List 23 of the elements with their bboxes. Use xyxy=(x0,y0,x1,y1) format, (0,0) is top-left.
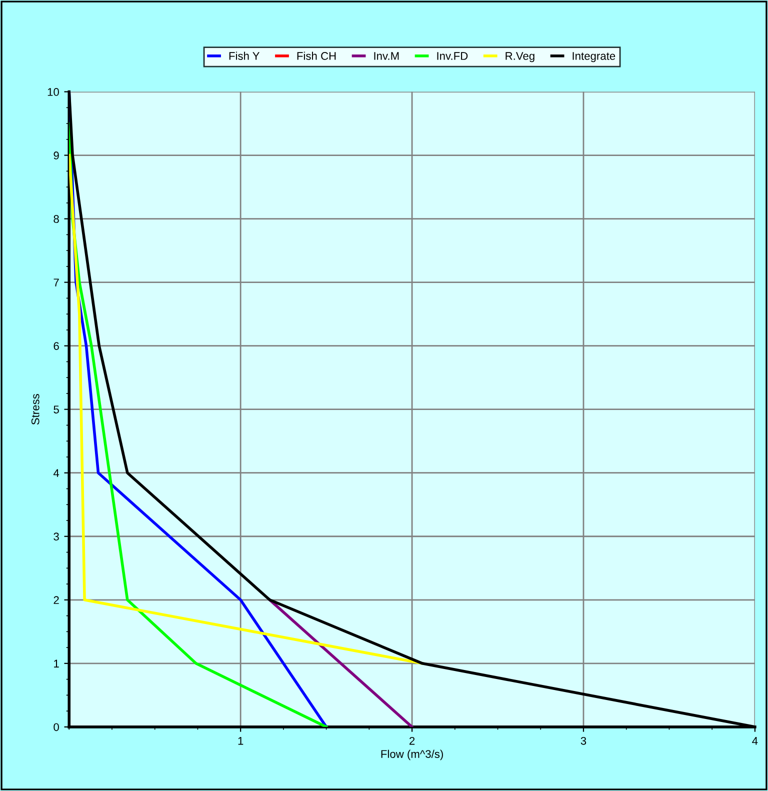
y-axis-title: Stress xyxy=(31,394,40,425)
y-tick-label: 0 xyxy=(54,723,59,732)
y-tick-label: 1 xyxy=(54,660,59,668)
y-tick-label: 3 xyxy=(54,532,59,541)
legend-label: R.Veg xyxy=(506,52,534,62)
y-tick-label: 6 xyxy=(54,342,59,350)
legend-label: Inv.M xyxy=(374,52,399,60)
x-tick-label: 2 xyxy=(410,736,415,745)
legend-label: Integrate xyxy=(572,52,616,62)
y-tick-label: 4 xyxy=(53,469,60,477)
y-tick-label: 9 xyxy=(54,152,59,160)
y-tick-label: 10 xyxy=(48,88,59,96)
legend-label: Inv.FD xyxy=(437,52,468,60)
x-tick-label: 3 xyxy=(580,736,586,745)
x-tick-label: 4 xyxy=(752,737,758,745)
y-tick-label: 2 xyxy=(54,596,59,604)
x-axis-title: Flow (m^3/s) xyxy=(381,750,443,760)
x-tick-label: 1 xyxy=(238,737,244,745)
legend-label: Fish Y xyxy=(229,52,260,60)
legend-label: Fish CH xyxy=(297,52,336,60)
y-tick-label: 7 xyxy=(54,278,59,286)
y-tick-label: 5 xyxy=(54,406,59,414)
y-tick-label: 8 xyxy=(54,215,59,223)
